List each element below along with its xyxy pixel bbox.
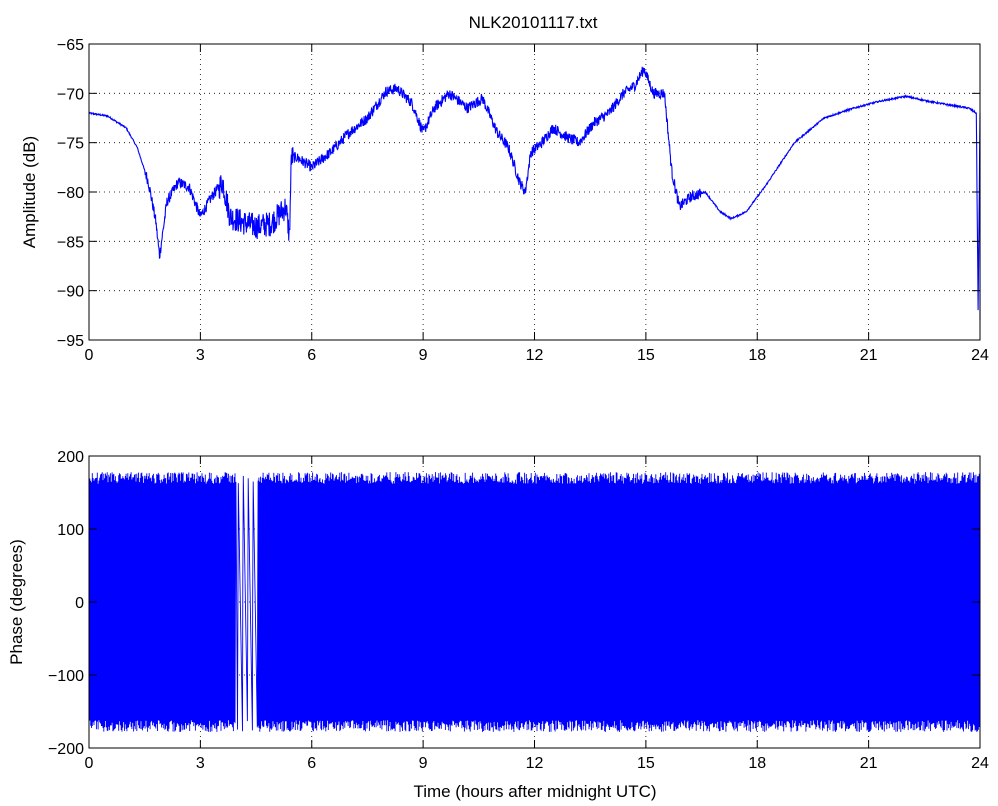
phase-xtick-label: 3: [196, 755, 205, 772]
phase-xtick-label: 9: [419, 755, 428, 772]
amplitude-xtick-label: 24: [971, 347, 989, 364]
amplitude-grid: [89, 44, 980, 340]
amplitude-xtick-label: 12: [526, 347, 544, 364]
phase-ytick-label: −200: [48, 741, 84, 758]
phase-ticks: 0 3 6 9 12 15 18 21 24 −200 −100 0 100 200: [48, 449, 989, 772]
amplitude-ytick-label: −85: [57, 234, 84, 251]
amplitude-xtick-label: 18: [748, 347, 766, 364]
amplitude-ytick-label: −70: [57, 86, 84, 103]
phase-series-line: [88, 472, 981, 732]
phase-xtick-label: 15: [637, 755, 655, 772]
phase-series: [88, 472, 981, 732]
amplitude-y-axis-label: Amplitude (dB): [20, 136, 39, 248]
phase-xtick-label: 18: [748, 755, 766, 772]
amplitude-xtick-label: 3: [196, 347, 205, 364]
phase-xtick-label: 12: [526, 755, 544, 772]
amplitude-xtick-label: 6: [307, 347, 316, 364]
phase-panel: 0 3 6 9 12 15 18 21 24 −200 −100 0 100 200 Phase (deg…: [7, 449, 989, 801]
amplitude-xtick-label: 21: [860, 347, 878, 364]
amplitude-ticks: 0 3 6 9 12 15 18 21 24 −95 −90 −85 −80 −75 −70 −65: [57, 37, 989, 364]
amplitude-ytick-label: −80: [57, 185, 84, 202]
phase-x-axis-label: Time (hours after midnight UTC): [413, 782, 656, 801]
phase-ytick-label: 0: [75, 595, 84, 612]
amplitude-ytick-label: −90: [57, 284, 84, 301]
phase-ytick-label: 100: [57, 522, 84, 539]
amplitude-ytick-label: −65: [57, 37, 84, 54]
phase-xtick-label: 21: [860, 755, 878, 772]
phase-ytick-label: 200: [57, 449, 84, 466]
amplitude-xtick-label: 15: [637, 347, 655, 364]
amplitude-xtick-label: 0: [85, 347, 94, 364]
chart-title: NLK20101117.txt: [469, 13, 598, 32]
amplitude-ytick-label: −75: [57, 136, 84, 153]
amplitude-series-line: [88, 66, 981, 321]
amplitude-panel: 0 3 6 9 12 15 18 21 24 −95 −90 −85 −80 −75 −70 −65 Ampl…: [20, 37, 989, 364]
amplitude-ytick-label: −95: [57, 333, 84, 350]
amplitude-xtick-label: 9: [419, 347, 428, 364]
phase-y-axis-label: Phase (degrees): [7, 539, 26, 665]
phase-xtick-label: 0: [85, 755, 94, 772]
phase-xtick-label: 6: [307, 755, 316, 772]
amplitude-series: [88, 66, 981, 321]
phase-xtick-label: 24: [971, 755, 989, 772]
phase-ytick-label: −100: [48, 668, 84, 685]
